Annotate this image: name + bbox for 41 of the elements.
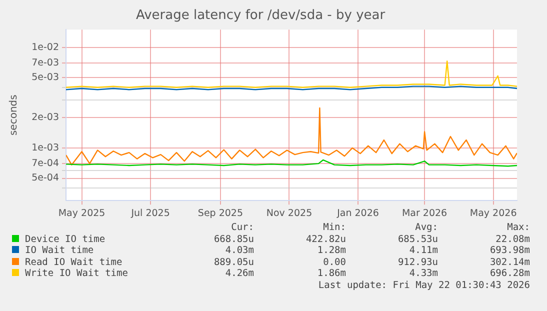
y-tick-label: 1e-02	[32, 42, 59, 53]
text: Min:	[322, 222, 346, 234]
text: 302.14m	[488, 256, 530, 268]
text: 696.28m	[488, 268, 530, 280]
text: 22.08m	[494, 234, 530, 245]
text: Max:	[506, 222, 530, 234]
text: 422.82u	[304, 234, 346, 245]
legend-label: IO Wait time	[24, 245, 95, 256]
y-tick-label: 5e-04	[32, 172, 59, 184]
y-tick-label: 7e-04	[32, 158, 59, 170]
x-tick-label: May 2026	[470, 208, 517, 219]
text: Avg:	[414, 222, 438, 234]
text: 889.05u	[212, 256, 254, 268]
x-tick-label: Nov 2025	[266, 208, 312, 219]
legend-label: Read IO Wait time	[24, 256, 124, 268]
y-tick-label: 7e-03	[32, 57, 59, 68]
text: 668.85u	[212, 234, 254, 245]
x-tick-label: May 2025	[58, 208, 106, 219]
chart-title: Average latency for /dev/sda - by year	[136, 8, 386, 24]
text: Cur:	[230, 222, 254, 234]
y-tick-label: 2e-03	[32, 112, 59, 124]
x-tick-label: Mar 2026	[402, 208, 448, 219]
x-tick-label: Jul 2025	[130, 208, 170, 219]
text: 1.28m	[316, 245, 346, 256]
text: 912.93u	[396, 256, 438, 268]
y-tick-label: 5e-03	[32, 72, 59, 84]
text: 1.86m	[316, 268, 346, 280]
y-tick-label: 1e-03	[32, 142, 59, 154]
text: 685.53u	[396, 234, 438, 245]
legend-label: Device IO time	[24, 234, 106, 245]
legend-label: Write IO Wait time	[24, 268, 129, 280]
y-axis-title: seconds	[8, 94, 20, 136]
text: 4.26m	[224, 268, 254, 280]
text: 0.00	[322, 256, 346, 268]
x-tick-label: Jan 2026	[336, 208, 379, 219]
text: 4.11m	[408, 245, 438, 256]
text: 4.03m	[224, 245, 254, 256]
text: Last update: Fri May 22 01:30:43 2026	[317, 280, 530, 290]
text: 693.98m	[488, 245, 530, 256]
x-tick-label: Sep 2025	[198, 208, 244, 219]
text: 4.33m	[408, 268, 438, 280]
